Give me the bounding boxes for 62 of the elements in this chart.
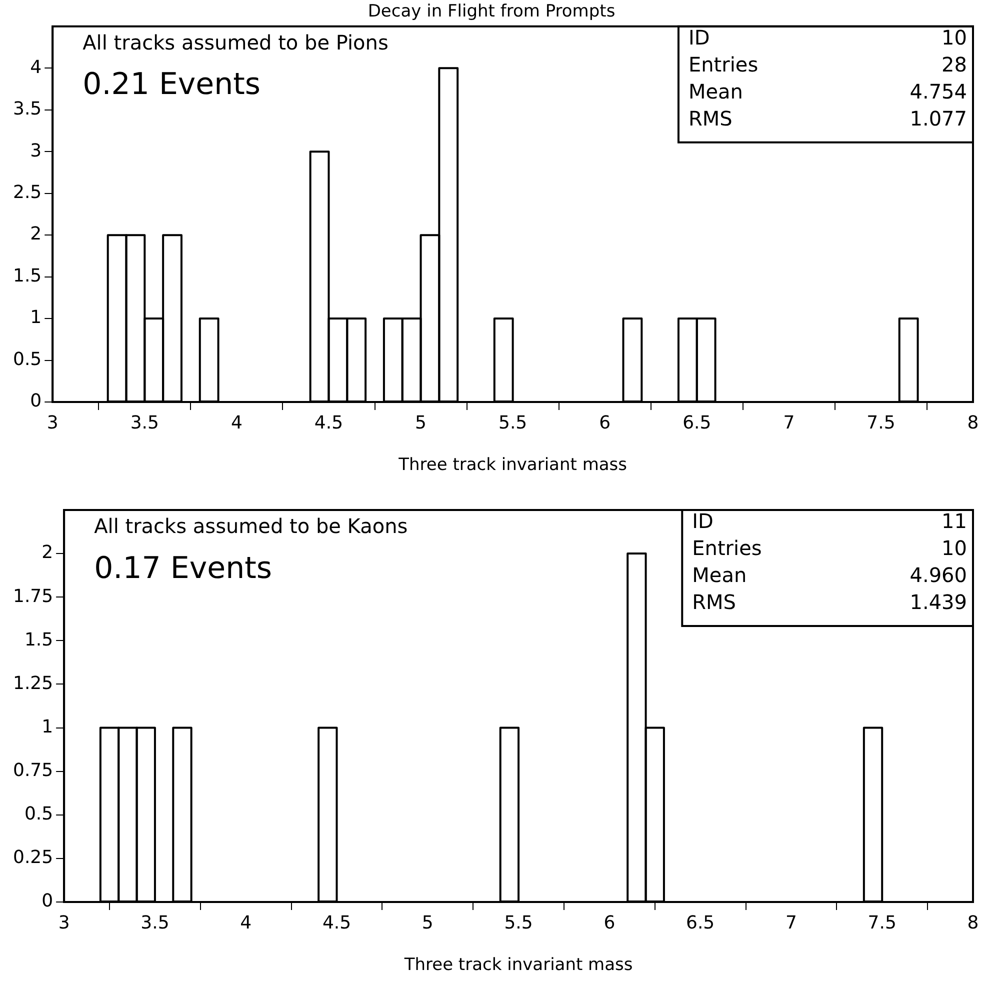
y-tick-label: 0 <box>42 890 54 912</box>
annotation: RMS <box>688 106 732 131</box>
y-tick-label: 2 <box>30 224 42 245</box>
annotation: Mean <box>692 563 747 588</box>
x-tick-label: 8 <box>967 412 979 434</box>
x-tick-label: 8 <box>967 912 979 934</box>
x-tick-label: 5.5 <box>498 412 528 434</box>
annotation: 11 <box>942 509 967 534</box>
annotation: ID <box>688 26 710 50</box>
annotation: 28 <box>942 52 967 77</box>
annotation: Entries <box>688 52 758 77</box>
annotation: 0.17 Events <box>94 550 272 586</box>
y-tick-label: 3.5 <box>12 98 42 120</box>
x-tick-label: 7.5 <box>868 912 896 934</box>
annotation: All tracks assumed to be Kaons <box>94 514 408 538</box>
y-tick-label: 2 <box>42 542 54 564</box>
x-tick-label: 7.5 <box>866 412 896 434</box>
y-tick-label: 0.25 <box>13 847 54 868</box>
annotation: 4.960 <box>910 563 967 588</box>
y-tick-label: 4 <box>30 56 42 78</box>
annotation: 1.077 <box>910 106 967 131</box>
x-tick-label: 4 <box>230 412 242 434</box>
x-tick-label: 3.5 <box>130 412 159 434</box>
x-axis-title: Three track invariant mass <box>403 955 633 976</box>
x-tick-label: 5.5 <box>504 912 533 934</box>
x-tick-label: 7 <box>785 912 797 934</box>
y-tick-label: 1.25 <box>13 672 54 694</box>
annotation: 10 <box>942 26 967 50</box>
x-tick-label: 6 <box>599 412 611 434</box>
annotation: ID <box>692 509 714 534</box>
x-tick-label: 4.5 <box>314 412 344 434</box>
y-tick-label: 0.75 <box>13 760 54 782</box>
x-tick-label: 5 <box>415 412 426 434</box>
x-tick-label: 4 <box>240 912 252 934</box>
annotation: Mean <box>688 80 743 104</box>
y-tick-label: 1 <box>42 716 54 738</box>
annotation: 1.439 <box>910 590 967 614</box>
x-tick-label: 4.5 <box>322 912 352 934</box>
y-tick-label: 1.5 <box>12 265 42 286</box>
x-tick-label: 5 <box>422 912 434 934</box>
x-axis-title: Three track invariant mass <box>398 455 628 476</box>
annotation: 0.21 Events <box>82 67 261 102</box>
y-tick-label: 0.5 <box>12 348 42 370</box>
x-tick-label: 7 <box>783 412 795 434</box>
annotation: 10 <box>942 536 967 560</box>
annotation: Entries <box>692 536 762 560</box>
x-tick-label: 6 <box>604 912 616 934</box>
y-tick-label: 0 <box>30 390 42 412</box>
y-tick-label: 2.5 <box>12 182 42 204</box>
x-tick-label: 3 <box>58 912 70 934</box>
x-tick-label: 6.5 <box>682 412 712 434</box>
x-tick-label: 3.5 <box>140 912 170 934</box>
annotation: RMS <box>692 590 736 614</box>
y-tick-label: 0.5 <box>24 804 54 825</box>
y-tick-label: 1.5 <box>24 629 54 650</box>
annotation: 4.754 <box>910 80 967 104</box>
y-tick-label: 3 <box>30 140 42 162</box>
chart-title: Decay in Flight from Prompts <box>368 2 616 22</box>
y-tick-label: 1 <box>30 307 42 328</box>
y-tick-label: 1.75 <box>13 586 54 607</box>
x-tick-label: 6.5 <box>686 912 715 934</box>
annotation: All tracks assumed to be Pions <box>82 30 388 55</box>
